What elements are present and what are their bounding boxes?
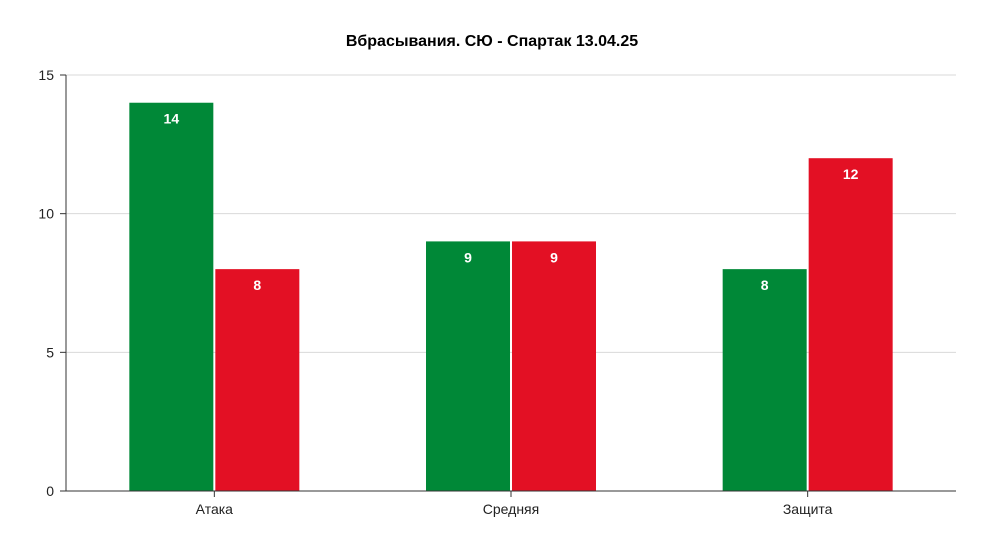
bar-0-0: [129, 102, 214, 491]
y-tick-label-1: 5: [46, 344, 54, 360]
y-tick-label-0: 0: [46, 483, 54, 499]
data-label-2-0: 8: [761, 277, 769, 293]
bar-0-1: [215, 269, 300, 491]
data-label-0-1: 8: [253, 277, 261, 293]
data-labels: 14 8 9 9 8 12: [164, 111, 859, 293]
x-tick-label-2: Защита: [783, 501, 833, 517]
y-tick-label-2: 10: [38, 206, 54, 222]
data-label-2-1: 12: [843, 166, 859, 182]
bar-2-0: [722, 269, 807, 491]
data-label-1-1: 9: [550, 249, 558, 265]
x-tick-label-1: Средняя: [483, 501, 539, 517]
bars: [129, 102, 893, 491]
axes: 0 5 10 15 Атака Средняя Защита: [38, 67, 956, 517]
chart-title: Вбрасывания. СЮ - Спартак 13.04.25: [346, 33, 638, 50]
bar-1-0: [426, 241, 510, 491]
bar-1-1: [512, 241, 596, 491]
bar-2-1: [808, 158, 893, 491]
y-tick-label-3: 15: [38, 67, 54, 83]
data-label-0-0: 14: [164, 111, 180, 127]
gridlines: [66, 74, 956, 353]
x-tick-label-0: Атака: [196, 501, 234, 517]
data-label-1-0: 9: [464, 249, 472, 265]
